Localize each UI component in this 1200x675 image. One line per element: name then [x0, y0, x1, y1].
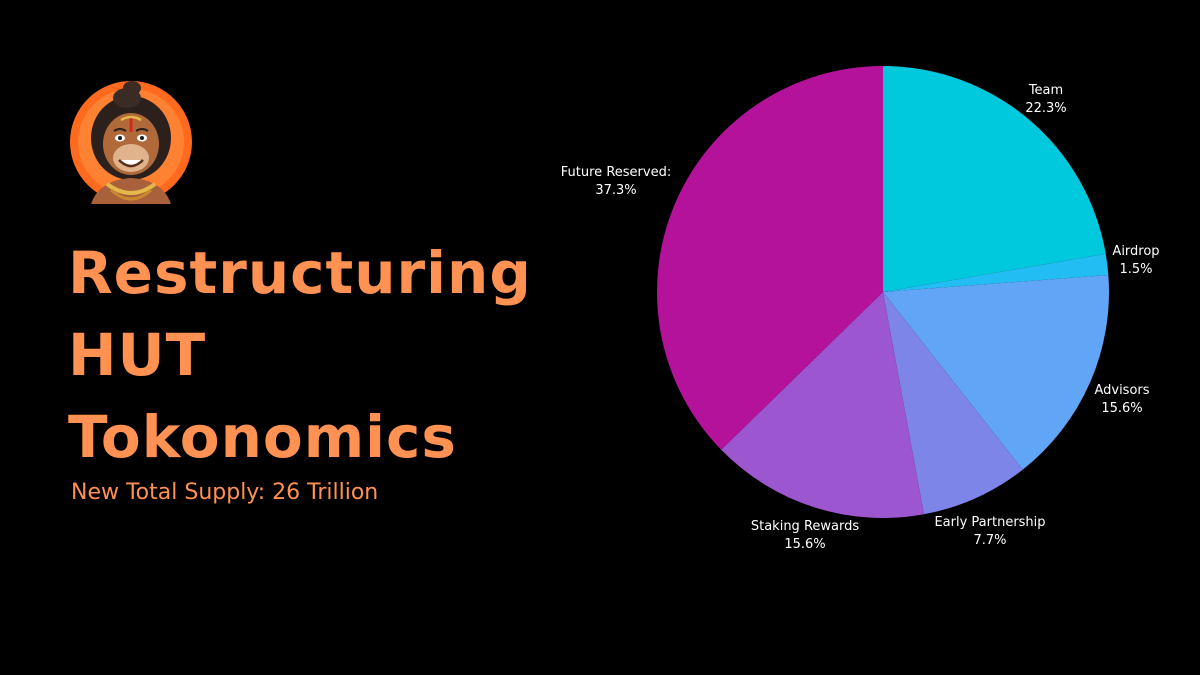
slice-label: Staking Rewards	[751, 519, 859, 534]
avatar	[70, 81, 192, 204]
slice-label: Future Reserved:	[561, 165, 671, 180]
pie-slice	[657, 65, 883, 450]
slice-label: Advisors	[1094, 383, 1149, 398]
pie-labels: Team 22.3% Airdrop 1.5% Advisors 15.6% Early P…	[561, 83, 1160, 552]
slice-value-label: 15.6%	[1101, 401, 1142, 416]
pie-slices	[657, 65, 1109, 518]
slice-label: Team	[1028, 83, 1063, 98]
pie-slice	[721, 292, 924, 518]
slice-label: Airdrop	[1112, 244, 1159, 259]
pie-slice	[883, 292, 1023, 515]
pie-slice	[883, 253, 1109, 292]
slice-value-label: 7.7%	[973, 533, 1006, 548]
slice-label: Early Partnership	[934, 515, 1045, 530]
slice-value-label: 1.5%	[1119, 262, 1152, 277]
slice-value-label: 37.3%	[595, 183, 636, 198]
hanuman-mascot-icon	[70, 81, 192, 204]
page-title: Restructuring HUT Tokonomics	[68, 232, 532, 478]
slice-value-label: 15.6%	[784, 537, 825, 552]
title-line: Tokonomics	[68, 403, 457, 471]
title-line: Restructuring	[68, 239, 532, 307]
pie-slice	[883, 274, 1109, 470]
title-line: HUT	[68, 321, 207, 389]
pie-slice	[883, 66, 1106, 292]
slice-value-label: 22.3%	[1025, 101, 1066, 116]
total-supply-subtitle: New Total Supply: 26 Trillion	[71, 480, 379, 505]
